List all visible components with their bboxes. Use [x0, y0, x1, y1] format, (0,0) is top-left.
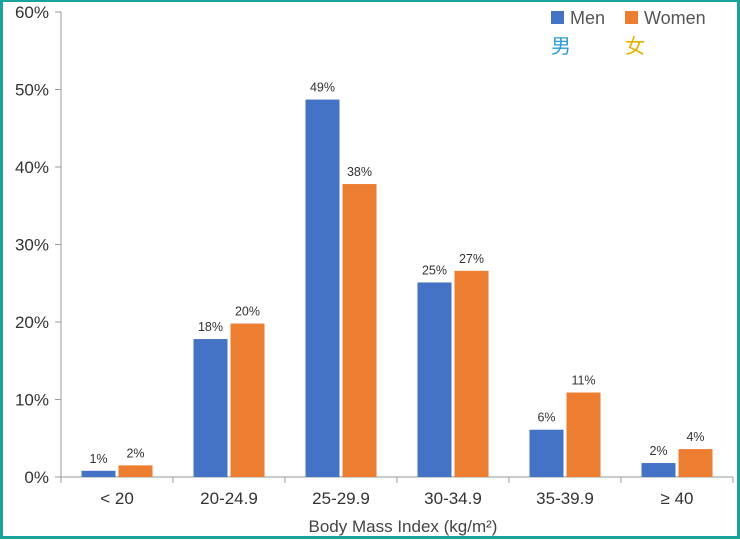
bars	[81, 99, 713, 478]
bar-women	[118, 465, 153, 477]
y-tick-label: 20%	[15, 313, 49, 332]
x-category-label: 30-34.9	[424, 489, 482, 508]
bar-value-label: 38%	[347, 165, 372, 179]
x-category-label: < 20	[100, 489, 134, 508]
legend-annotation-men: 男	[551, 34, 571, 58]
legend-swatch-men	[551, 11, 564, 24]
y-tick-label: 40%	[15, 158, 49, 177]
bar-men	[193, 339, 228, 477]
x-category-label: 35-39.9	[536, 489, 594, 508]
legend-annotation-women: 女	[625, 34, 645, 58]
bar-value-label: 4%	[686, 430, 704, 444]
bar-men	[81, 470, 116, 477]
y-tick-label: 60%	[15, 3, 49, 22]
bar-women	[342, 184, 377, 478]
bar-value-label: 2%	[126, 446, 144, 460]
bar-value-label: 2%	[649, 444, 667, 458]
x-category-label: 25-29.9	[312, 489, 370, 508]
bar-women	[454, 270, 489, 477]
bar-men	[641, 463, 676, 477]
x-axis-title: Body Mass Index (kg/m²)	[309, 517, 498, 536]
bar-value-label: 25%	[422, 263, 447, 277]
y-tick-label: 30%	[15, 236, 49, 255]
bar-women	[678, 449, 713, 477]
bar-value-label: 49%	[310, 81, 335, 95]
y-tick-label: 50%	[15, 81, 49, 100]
value-labels: 1% 18% 49% 25% 6% 2% 2% 20% 38% 27% 11% 4%	[89, 81, 704, 466]
legend-label-men: Men	[570, 8, 605, 28]
bar-value-label: 27%	[459, 252, 484, 266]
bar-men	[305, 99, 340, 477]
x-category-label: ≥ 40	[661, 489, 694, 508]
bar-value-label: 18%	[198, 320, 223, 334]
legend-label-women: Women	[644, 8, 706, 28]
bar-women	[566, 392, 601, 477]
y-tick-label: 0%	[24, 468, 49, 487]
bar-value-label: 20%	[235, 305, 260, 319]
bar-men	[529, 429, 564, 477]
bar-value-label: 6%	[537, 411, 555, 425]
x-axis: < 20 20-24.9 25-29.9 30-34.9 35-39.9 ≥ 40	[60, 476, 734, 508]
bar-value-label: 11%	[571, 374, 595, 388]
bar-women	[230, 323, 265, 477]
y-tick-label: 10%	[15, 391, 49, 410]
bar-value-label: 1%	[89, 452, 107, 466]
legend-swatch-women	[625, 11, 638, 24]
x-category-label: 20-24.9	[200, 489, 258, 508]
legend: Men Women 男 女	[551, 8, 706, 58]
y-axis: 0% 10% 20% 30% 40% 50% 60%	[15, 3, 62, 487]
bar-men	[417, 282, 452, 477]
bar-chart: 0% 10% 20% 30% 40% 50% 60% < 20 20-24.9 25-29.9 3…	[15, 3, 734, 536]
